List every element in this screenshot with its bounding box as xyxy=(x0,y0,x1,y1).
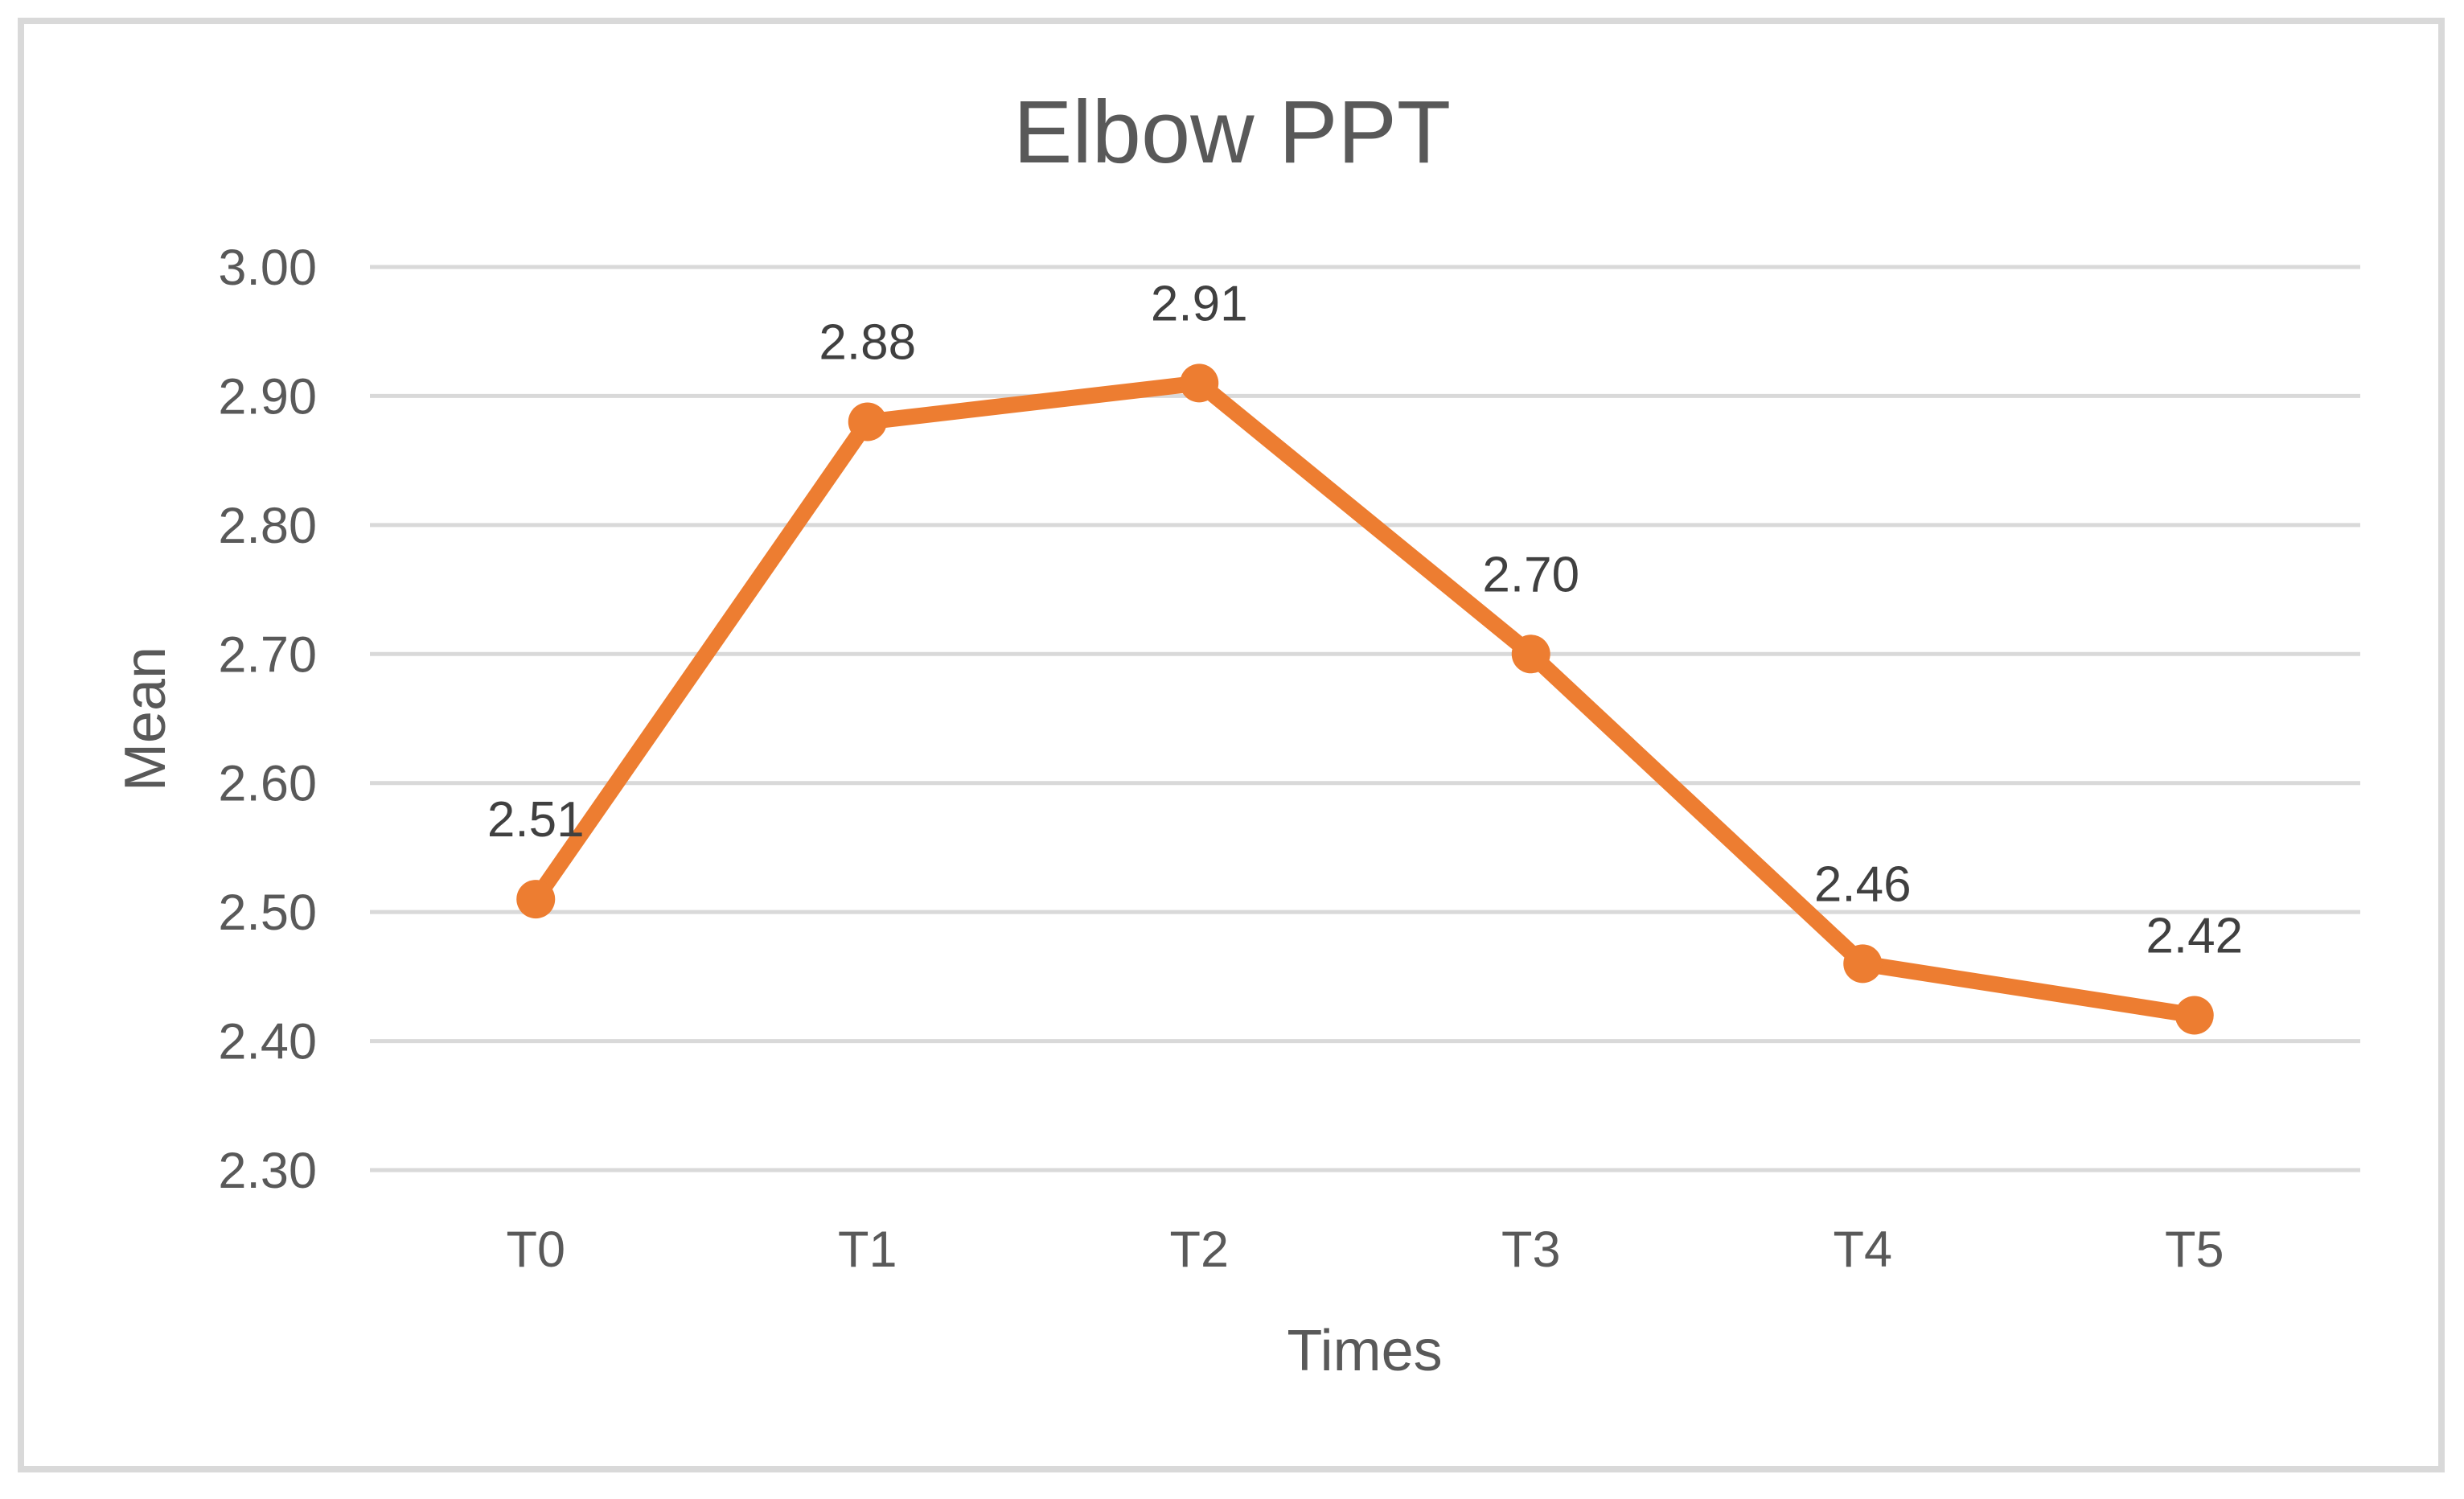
y-tick-label: 2.90 xyxy=(218,368,317,425)
data-point-label: 2.46 xyxy=(1814,856,1912,912)
data-point-marker xyxy=(1180,363,1219,403)
data-point-marker xyxy=(2174,996,2214,1035)
x-tick-label: T0 xyxy=(506,1222,565,1278)
x-tick-label: T5 xyxy=(2165,1222,2224,1278)
y-tick-label: 2.70 xyxy=(218,626,317,683)
x-axis-tick-labels: T0 T1 T2 T3 T4 T5 xyxy=(506,1222,2224,1278)
x-tick-label: T1 xyxy=(838,1222,897,1278)
data-point-label: 2.91 xyxy=(1151,276,1248,331)
data-labels: 2.51 2.88 2.91 2.70 2.46 2.42 xyxy=(487,276,2243,963)
x-tick-label: T4 xyxy=(1833,1222,1892,1278)
chart-title: Elbow PPT xyxy=(1013,83,1451,182)
series-line xyxy=(528,375,2203,1024)
y-tick-label: 2.50 xyxy=(218,885,317,941)
data-point-marker xyxy=(848,402,887,441)
x-tick-label: T3 xyxy=(1501,1222,1561,1278)
y-tick-label: 2.40 xyxy=(218,1014,317,1070)
data-point-label: 2.70 xyxy=(1482,547,1579,602)
data-series xyxy=(516,363,2214,1035)
y-tick-label: 3.00 xyxy=(218,240,317,296)
y-axis-title: Mean xyxy=(113,647,178,791)
y-tick-label: 2.30 xyxy=(218,1143,317,1199)
x-axis-title: Times xyxy=(1287,1319,1442,1383)
x-tick-label: T2 xyxy=(1169,1222,1229,1278)
data-point-label: 2.88 xyxy=(819,315,916,371)
data-point-marker xyxy=(516,880,556,919)
data-point-marker xyxy=(1843,944,1883,984)
y-tick-label: 2.60 xyxy=(218,756,317,812)
data-point-label: 2.42 xyxy=(2146,908,2243,963)
y-tick-label: 2.80 xyxy=(218,498,317,554)
data-point-marker xyxy=(1511,635,1550,674)
data-point-label: 2.51 xyxy=(487,792,585,848)
y-axis-tick-labels: 3.00 2.90 2.80 2.70 2.60 2.50 2.40 2.30 xyxy=(218,240,317,1199)
chart-border xyxy=(18,18,2445,1472)
